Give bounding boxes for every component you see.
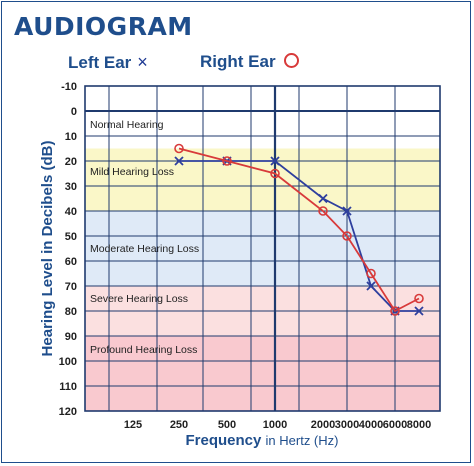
y-tick-label: 0	[71, 106, 77, 118]
legend-left-ear-label: Left Ear	[68, 53, 132, 72]
y-tick-label: 90	[65, 331, 77, 343]
x-tick-label: 4000	[359, 419, 383, 431]
x-tick-label: 6000	[383, 419, 407, 431]
legend-right-ear: Right Ear	[200, 52, 299, 72]
band-label: Severe Hearing Loss	[90, 293, 188, 305]
left-ear-point	[174, 156, 184, 166]
left-ear-point	[318, 193, 328, 204]
y-tick-label: 40	[65, 206, 77, 218]
legend-right-ear-label: Right Ear	[200, 52, 276, 71]
x-tick-label: 1000	[263, 419, 287, 431]
y-tick-label: 120	[59, 406, 77, 418]
x-tick-label: 8000	[407, 419, 431, 431]
y-tick-label: 100	[59, 356, 77, 368]
y-tick-label: 70	[65, 281, 77, 293]
right-ear-line	[178, 147, 420, 313]
y-tick-label: 80	[65, 306, 77, 318]
right-ear-point	[270, 168, 280, 179]
y-tick-label: 110	[59, 381, 77, 393]
band-label: Moderate Hearing Loss	[90, 243, 199, 255]
x-tick-label: 3000	[335, 419, 359, 431]
band-2	[85, 211, 440, 286]
y-tick-label: 50	[65, 231, 77, 243]
left-ear-point	[270, 156, 280, 166]
left-ear-point	[366, 281, 376, 291]
cross-marker-icon: ×	[137, 52, 148, 72]
x-axis-title: Frequency in Hertz (Hz)	[186, 432, 339, 449]
band-label: Normal Hearing	[90, 119, 164, 131]
band-label: Profound Hearing Loss	[90, 344, 197, 356]
x-tick-label: 2000	[311, 419, 335, 431]
chart-title: AUDIOGRAM	[14, 12, 193, 41]
band-label: Mild Hearing Loss	[90, 166, 174, 178]
right-ear-point	[414, 293, 424, 304]
right-ear-point	[390, 306, 400, 316]
right-ear-point	[318, 206, 328, 216]
left-ear-line	[179, 160, 419, 312]
y-tick-label: 30	[65, 181, 77, 193]
left-ear-point	[342, 206, 352, 216]
y-axis-title: Hearing Level in Decibels (dB)	[39, 141, 56, 357]
y-tick-label: 20	[65, 156, 77, 168]
right-ear-point	[366, 268, 376, 279]
right-ear-point	[222, 156, 232, 166]
x-tick-label: 125	[124, 419, 142, 431]
y-tick-label: 10	[65, 131, 77, 143]
plot-border	[84, 85, 441, 412]
right-ear-point	[174, 143, 184, 154]
legend-left-ear: Left Ear ×	[68, 52, 148, 73]
band-1	[85, 148, 440, 211]
x-tick-label: 500	[218, 419, 236, 431]
y-tick-label: -10	[61, 81, 77, 93]
x-tick-label: 250	[170, 419, 188, 431]
right-ear-point	[342, 231, 352, 241]
y-tick-label: 60	[65, 256, 77, 268]
band-4	[85, 336, 440, 411]
band-0	[85, 86, 440, 149]
circle-marker-icon	[283, 53, 299, 68]
left-ear-point	[414, 306, 424, 316]
